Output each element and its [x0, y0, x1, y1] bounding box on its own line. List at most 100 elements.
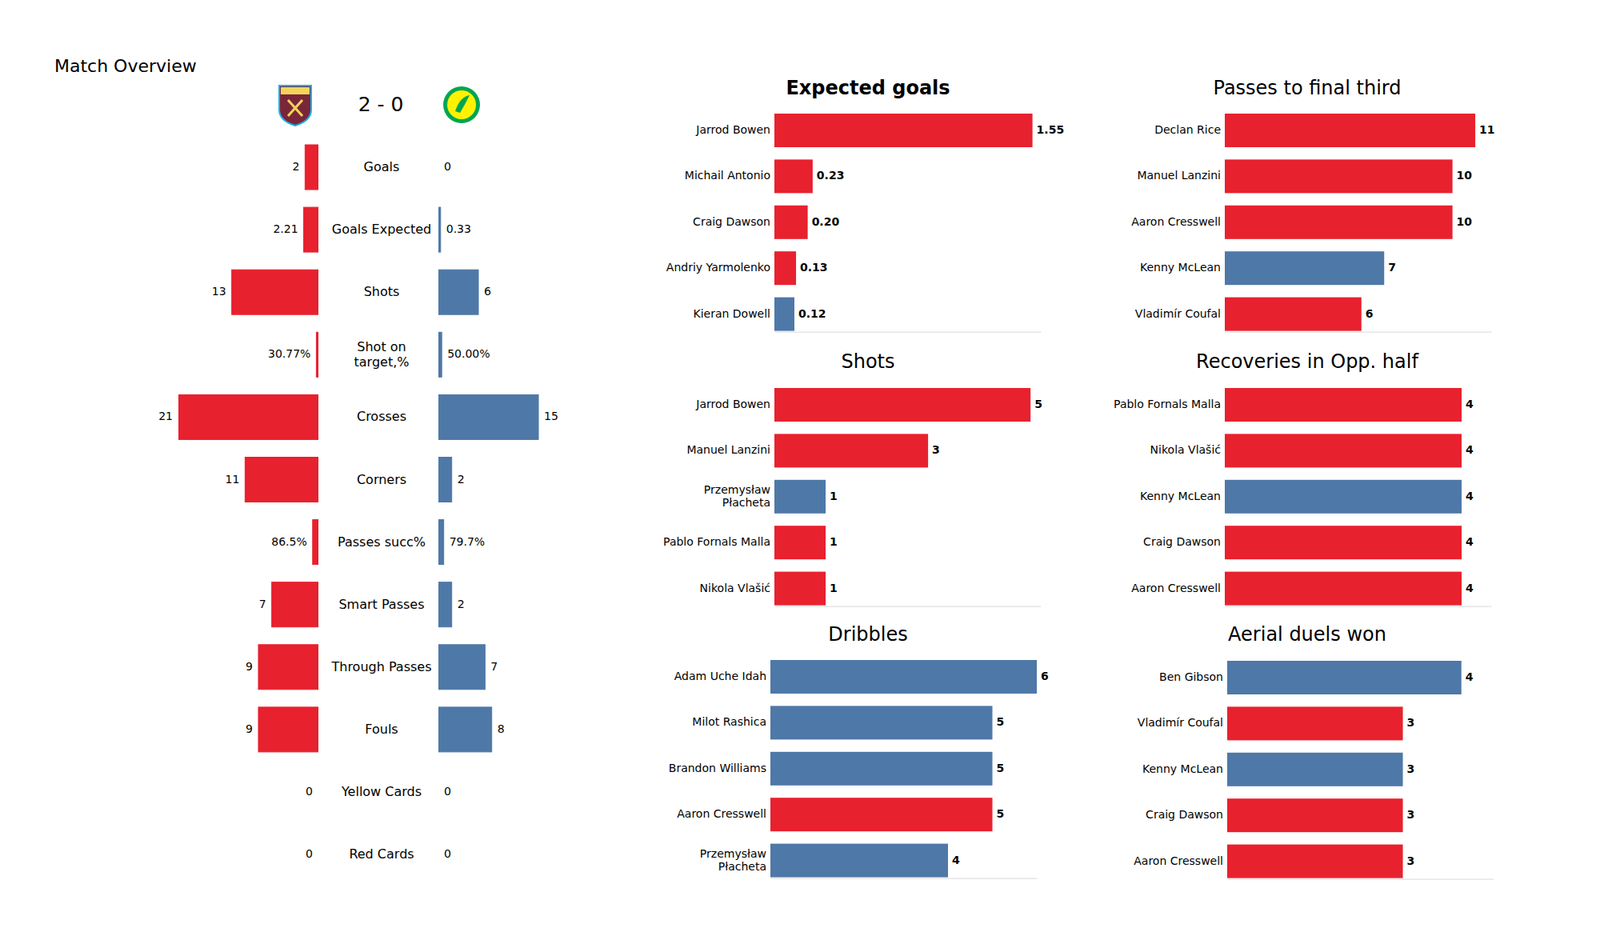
- bar: [1224, 388, 1462, 422]
- bar: [438, 457, 452, 503]
- y-axis-labels: Adam Uche IdahMilot RashicaBrandon Willi…: [668, 669, 767, 873]
- tick-label: Kenny McLean: [1140, 260, 1221, 274]
- text-line: Nikola Vlašić: [700, 581, 771, 595]
- data-label: 13: [212, 284, 227, 298]
- data-label: 21: [158, 409, 173, 423]
- text-line: Ben Gibson: [1159, 670, 1224, 684]
- bar: [258, 707, 319, 752]
- text-line: Manuel Lanzini: [686, 443, 771, 456]
- bar: [438, 332, 442, 377]
- bar: [318, 832, 320, 877]
- data-label: 3: [1407, 854, 1416, 868]
- tick-label: Craig Dawson: [692, 215, 771, 228]
- bar: [304, 144, 319, 190]
- data-label: 3: [1407, 808, 1416, 821]
- bar: [770, 705, 993, 740]
- tick-label: Adam Uche Idah: [674, 669, 767, 683]
- text-line: Goals: [364, 159, 400, 175]
- title: Shots: [840, 350, 895, 373]
- data-label: 5: [996, 715, 1005, 728]
- text-line: Smart Passes: [338, 596, 424, 612]
- bar: [1224, 297, 1362, 332]
- data-label: 4: [952, 853, 960, 867]
- bar: [774, 480, 826, 514]
- text-line: Vladimír Coufal: [1135, 307, 1221, 320]
- bar: [258, 644, 319, 690]
- text-line: Aaron Cresswell: [1131, 215, 1221, 228]
- text-line: Nikola Vlašić: [1150, 443, 1221, 456]
- bar: [774, 572, 826, 606]
- text-line: Corners: [356, 471, 407, 487]
- data-label: 4: [1465, 670, 1474, 684]
- data-label: 4: [1465, 443, 1474, 456]
- tick-label: Aaron Cresswell: [676, 807, 767, 820]
- category-label: Shots: [364, 284, 400, 300]
- bar: [774, 297, 795, 332]
- crest-bird: [455, 95, 470, 113]
- text-line: Manuel Lanzini: [1136, 168, 1221, 182]
- bar: [774, 251, 796, 285]
- tick-label: Vladimír Coufal: [1135, 307, 1221, 320]
- category-label: Goals: [364, 159, 400, 175]
- bar: [770, 797, 993, 832]
- tick-label: Craig Dawson: [1145, 808, 1224, 821]
- title: Match Overview: [54, 56, 197, 76]
- bar: [1227, 752, 1404, 787]
- data-label: 7: [259, 597, 267, 611]
- bar: [1227, 844, 1404, 879]
- text-line: Red Cards: [348, 846, 414, 862]
- text-line: Goals Expected: [332, 221, 432, 237]
- text-line: Fouls: [364, 720, 398, 736]
- bars: [770, 660, 1037, 878]
- home-crest: [279, 85, 312, 126]
- data-label: 4: [1465, 397, 1474, 411]
- bar: [438, 644, 485, 690]
- axis-line: [1225, 606, 1492, 608]
- tick-label: Ben Gibson: [1159, 670, 1224, 684]
- category-label: Fouls: [364, 720, 398, 736]
- data-label: 79.7%: [449, 535, 485, 548]
- bar: [1224, 572, 1462, 606]
- data-labels: 11101076: [1365, 123, 1496, 320]
- category-labels: GoalsGoals ExpectedShotsShot ontarget,%C…: [330, 159, 432, 862]
- title: Dribbles: [828, 623, 908, 646]
- title: Aerial duels won: [1228, 623, 1387, 646]
- bar: [1224, 251, 1384, 285]
- axis-line: [1228, 879, 1495, 880]
- text-line: Shots: [364, 284, 400, 300]
- tick-label: Manuel Lanzini: [686, 443, 771, 456]
- data-label: 8: [497, 722, 505, 736]
- data-label: 2: [457, 472, 465, 486]
- tick-label: Manuel Lanzini: [1136, 168, 1221, 182]
- category-label: Goals Expected: [332, 221, 432, 237]
- crest-core: [447, 90, 476, 120]
- tick-label: Milot Rashica: [692, 715, 767, 728]
- category-label: Smart Passes: [338, 596, 424, 612]
- crest-hammers: [288, 100, 303, 116]
- tick-label: Andriy Yarmolenko: [666, 260, 771, 274]
- tick-label: Aaron Cresswell: [1131, 215, 1221, 228]
- bar: [1224, 480, 1462, 514]
- axis-line: [771, 878, 1038, 880]
- text-line: Michail Antonio: [684, 168, 771, 182]
- text-line: Kenny McLean: [1142, 762, 1224, 776]
- bar: [438, 394, 539, 440]
- away-crest: [443, 86, 480, 124]
- data-labels: 44444: [1465, 397, 1474, 595]
- text-line: Through Passes: [330, 658, 432, 674]
- bar: [770, 844, 948, 878]
- bar: [316, 332, 319, 377]
- bar: [304, 207, 319, 252]
- bar-panel: DribblesAdam Uche IdahMilot RashicaBrand…: [668, 623, 1049, 879]
- tick-label: Kenny McLean: [1140, 489, 1221, 503]
- bar: [774, 525, 826, 560]
- bar: [1227, 660, 1462, 695]
- bar: [1224, 205, 1453, 240]
- bar: [438, 832, 440, 877]
- axis-line: [775, 332, 1042, 333]
- bar: [1224, 113, 1476, 148]
- x-axis: [1225, 606, 1492, 608]
- text-line: Aaron Cresswell: [676, 807, 767, 820]
- bar: [178, 394, 319, 440]
- category-label: Passes succ%: [337, 533, 426, 549]
